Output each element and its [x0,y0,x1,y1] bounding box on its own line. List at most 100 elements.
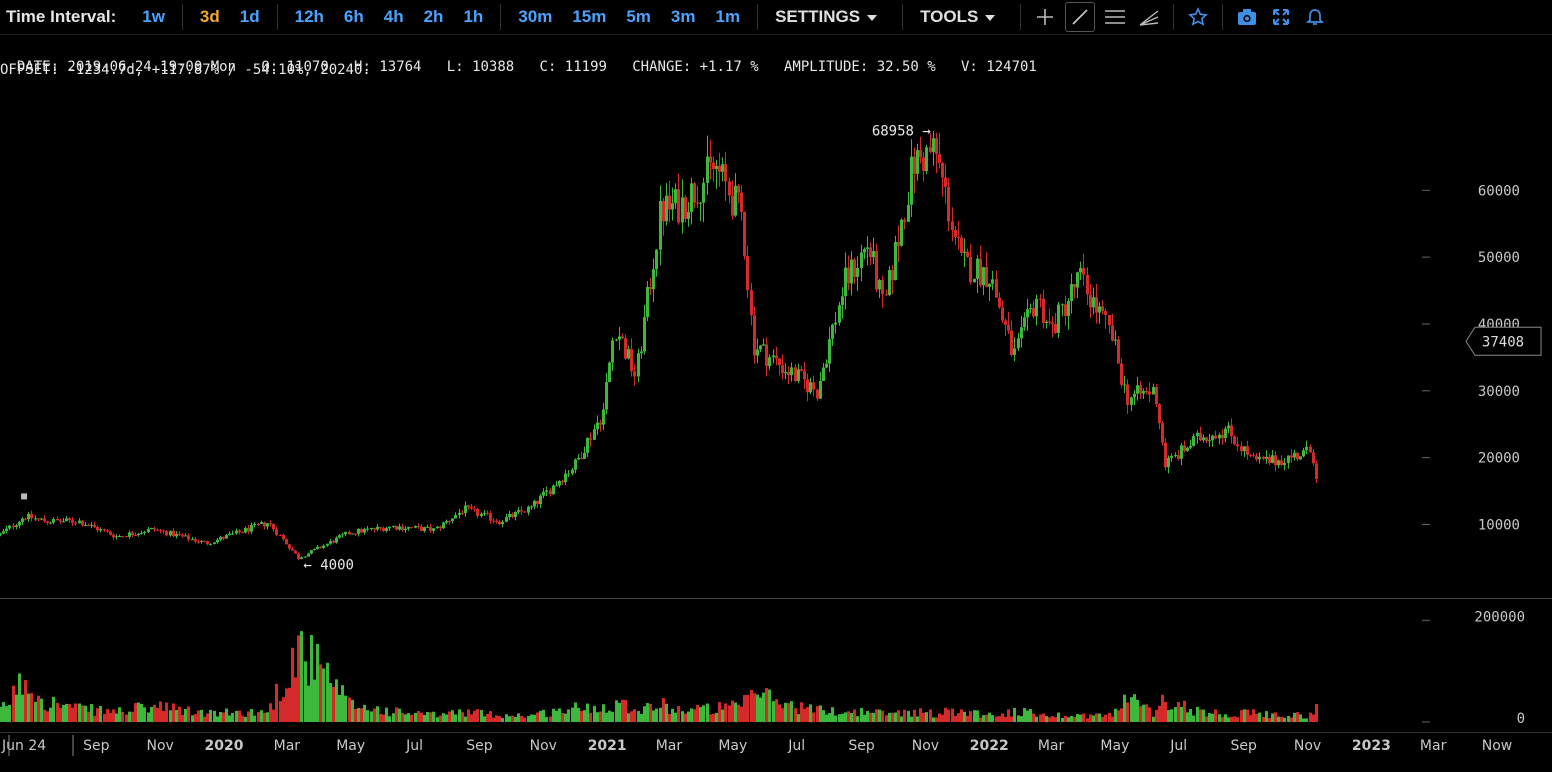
star-icon[interactable] [1184,3,1212,31]
volume-bar [1205,716,1208,722]
candle-body [1202,437,1205,441]
volume-bar [1067,717,1070,722]
candle-body [1224,428,1227,439]
time-axis-label: Jul [405,738,423,754]
volume-bar [187,706,190,722]
interval-1d[interactable]: 1d [239,7,260,26]
volume-bar [897,710,900,722]
volume-bar [483,716,486,722]
volume-bar [979,717,982,722]
tools-menu[interactable]: TOOLS [920,7,996,27]
candle-body [87,524,90,526]
candle-body [1199,432,1202,441]
time-axis-label: May [1100,738,1129,754]
interval-2h[interactable]: 2h [423,7,444,26]
candle-body [5,528,8,532]
trendline-icon[interactable] [1065,2,1096,32]
volume-bar [351,699,354,722]
volume-bar [304,661,307,722]
interval-1w[interactable]: 1w [142,7,165,26]
interval-3d[interactable]: 3d [199,7,220,26]
time-axis-label: Jul [1169,738,1187,754]
interval-1m[interactable]: 1m [715,7,741,26]
interval-12h[interactable]: 12h [294,7,324,26]
fan-icon[interactable] [1135,3,1163,31]
volume-bar [344,695,347,722]
interval-3m[interactable]: 3m [670,7,696,26]
volume-bar [376,706,379,722]
candle-body [1148,391,1151,395]
volume-bar [596,712,599,722]
candle-body [197,541,200,543]
interval-6h[interactable]: 6h [343,7,364,26]
volume-bar [1092,715,1095,722]
volume-bar [1167,710,1170,722]
horizontal-lines-icon[interactable] [1101,3,1129,31]
volume-bar [1082,713,1085,722]
bell-icon[interactable] [1301,3,1329,31]
interval-15m[interactable]: 15m [572,7,607,26]
low-annotation: ← 4000 [303,558,354,574]
interval-1h[interactable]: 1h [463,7,484,26]
candle-body [944,177,947,187]
chevron-down-icon [867,14,878,21]
candle-body [602,409,605,425]
volume-bar [841,713,844,722]
candle-body [90,524,93,526]
candle-body [630,349,633,372]
volume-bar [1139,706,1142,722]
volume-bar [1312,714,1315,722]
volume-bar [825,714,828,722]
candle-body [1001,307,1004,321]
time-axis-label: May [718,738,747,754]
candle-body [68,518,71,521]
candle-body [382,527,385,531]
volume-bar [762,692,765,722]
candle-body [169,530,172,536]
candle-body [473,508,476,510]
volume-bar [1265,711,1268,722]
volume-bar [1004,716,1007,722]
volume-bar [599,711,602,722]
volume-bar [1236,717,1239,722]
volume-bar [863,714,866,722]
volume-bar [1192,715,1195,722]
volume-bar [574,702,577,722]
camera-icon[interactable] [1233,3,1261,31]
volume-bar [803,708,806,722]
volume-bar [225,708,228,722]
volume-bar [467,709,470,722]
volume-bar [1035,716,1038,722]
volume-bar [1218,714,1221,722]
candle-body [1205,437,1208,442]
candle-body [410,527,413,529]
volume-bar [1202,709,1205,722]
candle-body [209,543,212,545]
candle-body [40,518,43,520]
crosshair-icon[interactable] [1031,3,1059,31]
candle-body [1192,436,1195,446]
candle-body [938,154,941,163]
settings-menu[interactable]: SETTINGS [775,7,878,27]
fullscreen-icon[interactable] [1267,3,1295,31]
volume-bar [275,683,278,722]
interval-5m[interactable]: 5m [626,7,651,26]
candle-body [907,204,910,222]
candle-body [555,485,558,487]
toolbar: Time Interval: 1w 3d 1d 12h 6h 4h 2h 1h … [0,0,1552,35]
candle-body [674,189,677,204]
volume-bar [137,702,140,722]
candle-body [1274,455,1277,466]
candle-body [417,526,420,528]
candle-body [266,523,269,527]
volume-bar [15,694,18,722]
volume-bar [0,706,2,722]
volume-bar [935,717,938,722]
candle-body [743,211,746,256]
volume-bar [869,712,872,722]
interval-30m[interactable]: 30m [518,7,553,26]
volume-bar [539,710,542,722]
candle-body [338,535,341,538]
interval-4h[interactable]: 4h [383,7,404,26]
